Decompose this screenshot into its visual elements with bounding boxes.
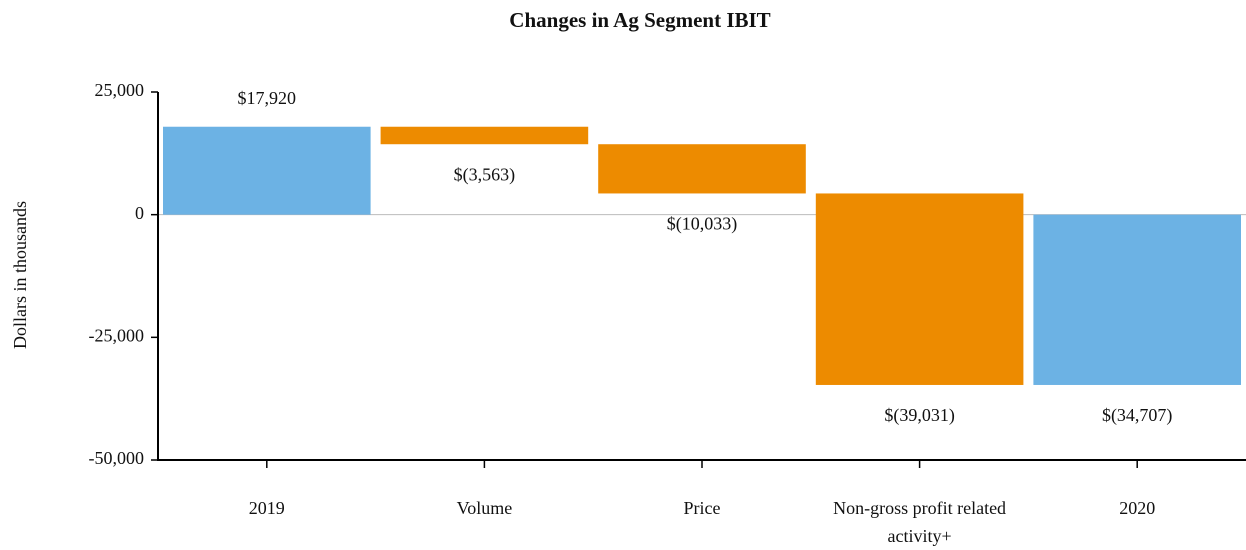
bar [815, 193, 1024, 385]
x-tick-label: Non-gross profit related activity+ [833, 498, 1006, 546]
x-tick-label: 2019 [249, 498, 285, 518]
data-label: $(3,563) [454, 164, 516, 185]
x-tick-label: 2020 [1119, 498, 1155, 518]
data-label: $(34,707) [1102, 405, 1173, 426]
chart-title: Changes in Ag Segment IBIT [509, 8, 770, 32]
bar [163, 126, 371, 215]
x-tick-label: Volume [457, 498, 513, 518]
y-axis-label: Dollars in thousands [10, 201, 30, 349]
y-tick-label: 0 [135, 203, 144, 223]
data-label: $(39,031) [884, 405, 955, 426]
y-tick-label: -50,000 [89, 448, 145, 468]
bar [380, 126, 589, 145]
bar [1033, 214, 1241, 385]
y-tick-label: 25,000 [95, 80, 145, 100]
y-tick-label: -25,000 [89, 325, 145, 345]
x-tick-label: Price [684, 498, 721, 518]
bar [598, 144, 806, 194]
data-label: $(10,033) [667, 214, 738, 235]
data-label: $17,920 [238, 88, 297, 108]
